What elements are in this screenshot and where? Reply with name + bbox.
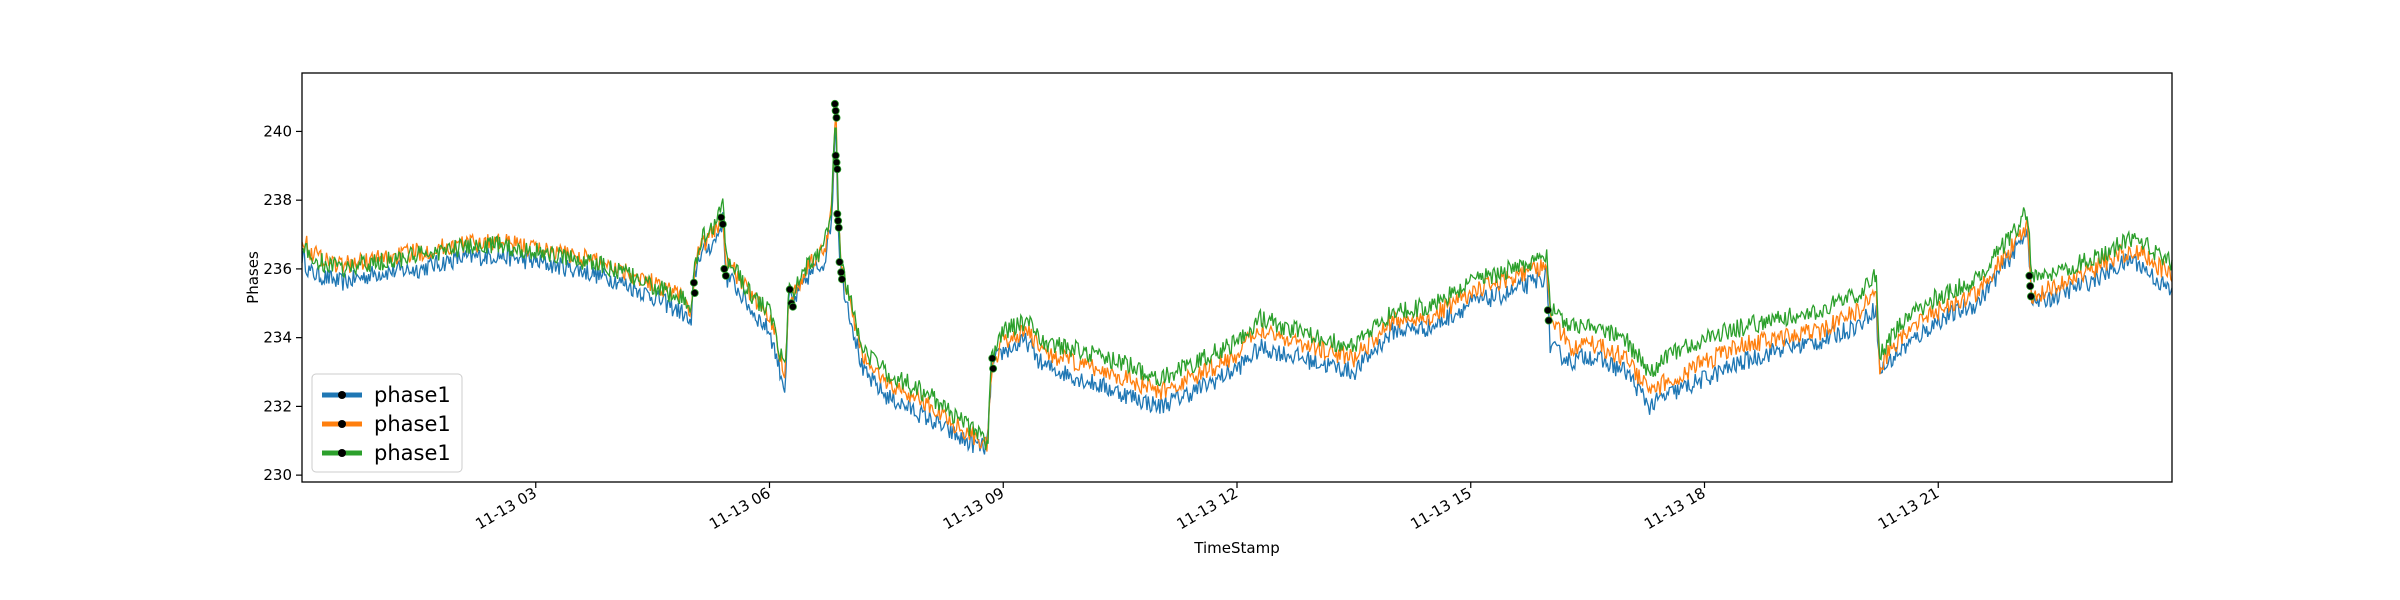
event-marker bbox=[838, 275, 847, 284]
x-axis: 11-13 03 11-13 06 11-13 09 11-13 12 11-13 15… bbox=[472, 482, 1942, 533]
event-marker bbox=[690, 288, 699, 297]
x-tick-label: 11-13 09 bbox=[940, 484, 1007, 533]
plot-lines bbox=[301, 111, 2173, 455]
y-tick-label: 232 bbox=[263, 397, 292, 415]
x-tick-label: 11-13 15 bbox=[1407, 484, 1474, 533]
legend-label: phase1 bbox=[374, 441, 451, 465]
event-marker bbox=[830, 99, 839, 108]
event-marker bbox=[837, 268, 846, 277]
event-marker bbox=[2026, 282, 2035, 291]
event-marker bbox=[2025, 271, 2034, 280]
x-tick-label: 11-13 03 bbox=[472, 484, 539, 533]
event-marker bbox=[2027, 292, 2036, 301]
x-tick-label: 11-13 12 bbox=[1174, 484, 1241, 533]
event-marker bbox=[833, 165, 842, 174]
event-marker bbox=[689, 278, 698, 287]
series-line-2 bbox=[301, 111, 2173, 452]
legend-marker bbox=[338, 420, 346, 428]
event-marker bbox=[1544, 316, 1553, 325]
y-tick-label: 240 bbox=[263, 122, 292, 140]
x-axis-label: TimeStamp bbox=[1193, 539, 1279, 557]
y-tick-label: 234 bbox=[263, 329, 292, 347]
y-axis: 230 232 234 236 238 240 bbox=[263, 122, 302, 484]
legend: phase1 phase1 phase1 bbox=[311, 373, 463, 473]
event-marker bbox=[785, 285, 794, 294]
plot-markers bbox=[689, 99, 2036, 373]
event-marker bbox=[831, 106, 840, 115]
event-marker bbox=[834, 216, 843, 225]
event-marker bbox=[831, 151, 840, 160]
y-tick-label: 238 bbox=[263, 191, 292, 209]
event-marker bbox=[717, 213, 726, 222]
x-tick-label: 11-13 06 bbox=[706, 484, 773, 533]
event-marker bbox=[832, 113, 841, 122]
event-marker bbox=[720, 264, 729, 273]
legend-marker bbox=[338, 391, 346, 399]
y-tick-label: 230 bbox=[263, 466, 292, 484]
x-tick-label: 11-13 21 bbox=[1875, 484, 1942, 533]
event-marker bbox=[788, 302, 797, 311]
y-tick-label: 236 bbox=[263, 260, 292, 278]
series-line-3 bbox=[302, 127, 2173, 451]
event-marker bbox=[721, 271, 730, 280]
event-marker bbox=[832, 158, 841, 167]
event-marker bbox=[718, 220, 727, 229]
event-marker bbox=[835, 257, 844, 266]
event-marker bbox=[833, 209, 842, 218]
legend-box bbox=[311, 373, 463, 473]
y-axis-label: Phases bbox=[244, 251, 262, 304]
event-marker bbox=[1543, 306, 1552, 315]
event-marker bbox=[989, 364, 998, 373]
legend-label: phase1 bbox=[374, 412, 451, 436]
plot-frame bbox=[301, 72, 2173, 483]
event-marker bbox=[834, 223, 843, 232]
event-marker bbox=[988, 354, 997, 363]
x-tick-label: 11-13 18 bbox=[1641, 484, 1708, 533]
legend-label: phase1 bbox=[374, 383, 451, 407]
legend-marker bbox=[338, 449, 346, 457]
series-line-1 bbox=[301, 129, 2173, 455]
